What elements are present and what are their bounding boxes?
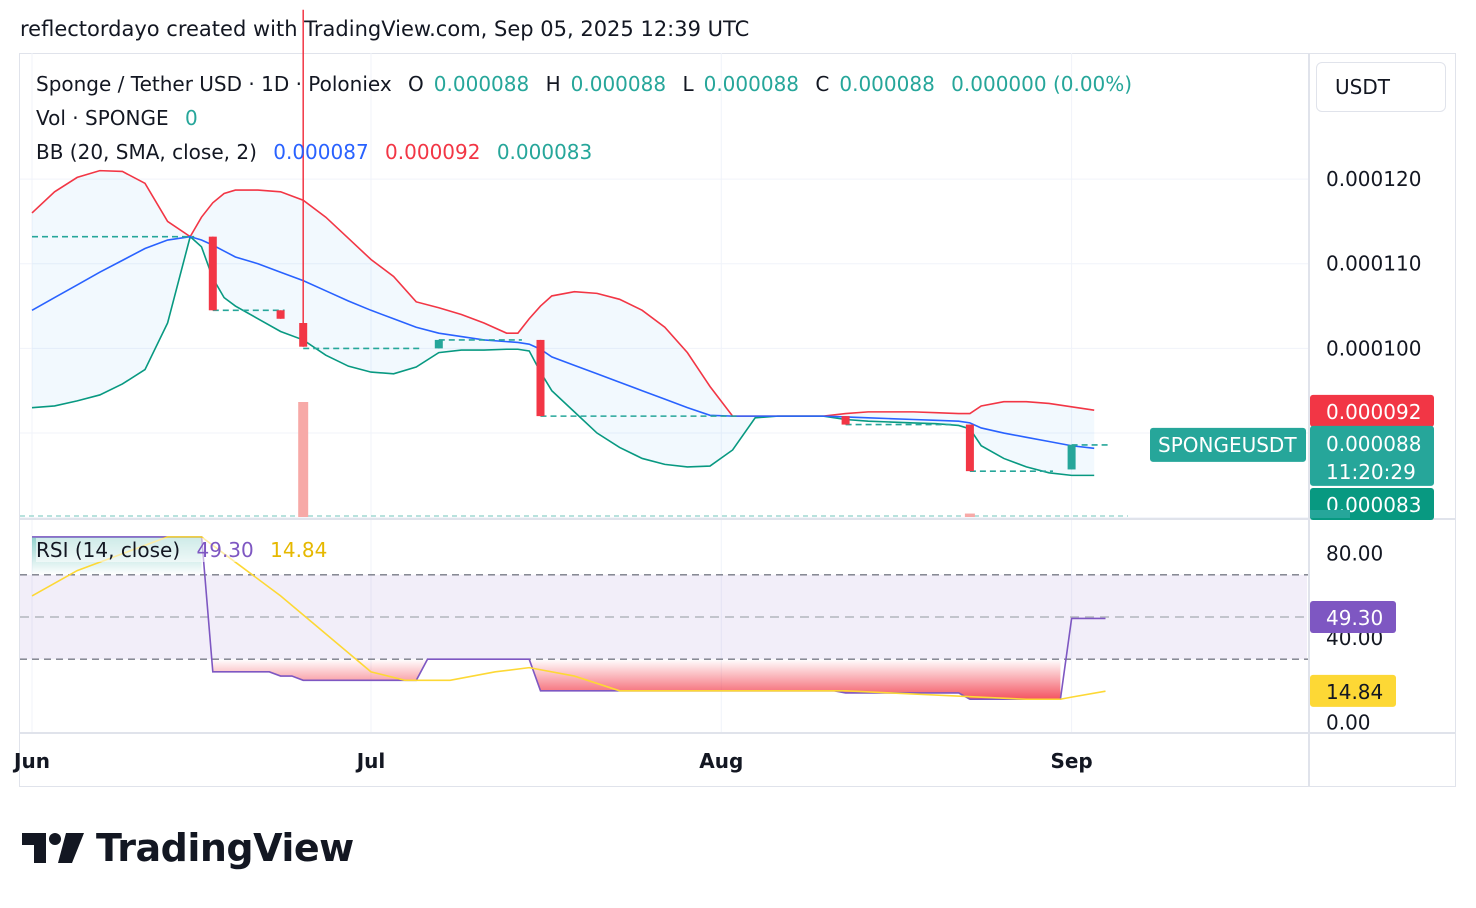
bollinger-label[interactable]: BB (20, SMA, close, 2)	[36, 140, 257, 164]
volume-bar-1	[964, 513, 975, 517]
tradingview-logo: TradingView	[22, 826, 354, 870]
symbol-title[interactable]: Sponge / Tether USD · 1D · Poloniex	[36, 72, 392, 96]
price-tick-label-2: 0.000100	[1326, 336, 1421, 360]
candle-body-2	[299, 323, 308, 347]
rsi-oversold-fill	[212, 659, 1061, 700]
candle-body-5	[841, 416, 850, 425]
bollinger-fill	[32, 170, 1095, 476]
candle-body-1	[276, 310, 285, 319]
volume-legend: Vol · SPONGE 0	[36, 106, 208, 130]
chart-frame	[19, 53, 1456, 787]
symbol-label: SPONGEUSDT	[1158, 433, 1297, 457]
countdown-label: 11:20:29	[1326, 460, 1416, 484]
axis-marker-tab	[1310, 510, 1350, 518]
open-value: 0.000088	[433, 72, 530, 96]
logo-text: TradingView	[96, 826, 354, 870]
bollinger-upper-line	[31, 169, 1095, 417]
currency-button[interactable]: USDT	[1316, 62, 1446, 112]
rsi-tick-label-2: 0.00	[1326, 710, 1371, 734]
price-label-bg-0	[1310, 394, 1434, 427]
price-label-0: 0.000092	[1326, 400, 1421, 424]
main-legend: Sponge / Tether USD · 1D · Poloniex O 0.0…	[36, 72, 1142, 96]
high-value: 0.000088	[570, 72, 667, 96]
tradingview-logo-icon	[22, 833, 84, 863]
price-tick-label-1: 0.000110	[1326, 252, 1421, 276]
change-value: 0.000000 (0.00%)	[951, 72, 1133, 96]
time-tick-label-3: Sep	[1050, 749, 1092, 773]
chart-header: reflectordayo created with TradingView.c…	[20, 17, 749, 41]
low-value: 0.000088	[703, 72, 800, 96]
candle-body-6	[965, 424, 974, 472]
last-price-label: 0.000088	[1326, 432, 1421, 456]
time-tick-label-2: Aug	[699, 749, 743, 773]
open-label: O	[408, 72, 424, 96]
rsi-legend: RSI (14, close) 49.30 14.84	[36, 538, 344, 562]
close-value: 0.000088	[839, 72, 935, 96]
rsi-value: 49.30	[196, 538, 254, 562]
candle-body-4	[536, 339, 545, 417]
symbol-label-bg	[1150, 427, 1306, 462]
high-label: H	[545, 72, 561, 96]
bollinger-legend: BB (20, SMA, close, 2) 0.000087 0.000092…	[36, 140, 602, 164]
rsi-label[interactable]: RSI (14, close)	[36, 538, 181, 562]
rsi-tick-label-0: 80.00	[1326, 542, 1383, 566]
last-price-label-bg	[1310, 425, 1434, 486]
rsi-value-label-bg-0	[1310, 601, 1396, 634]
time-tick-label-1: Jul	[355, 749, 386, 773]
candle-body-3	[434, 339, 443, 349]
bb-basis-value: 0.000087	[273, 140, 369, 164]
rsi-value-label-1: 14.84	[1326, 680, 1383, 704]
close-label: C	[815, 72, 830, 96]
candle-body-0	[208, 236, 217, 311]
rsi-band-fill	[20, 574, 1307, 660]
rsi-line	[32, 536, 1106, 701]
time-tick-label-0: Jun	[12, 749, 50, 773]
rsi-ma-value: 14.84	[270, 538, 328, 562]
bb-lower-value: 0.000083	[496, 140, 593, 164]
rsi-value-label-0: 49.30	[1326, 606, 1383, 630]
created-by-text: reflectordayo created with TradingView.c…	[20, 17, 750, 41]
price-tick-label-0: 0.000120	[1326, 167, 1421, 191]
candle-body-7	[1067, 444, 1076, 470]
low-label: L	[682, 72, 694, 96]
currency-label: USDT	[1335, 75, 1390, 99]
rsi-value-label-bg-1	[1310, 674, 1396, 707]
volume-value: 0	[184, 106, 198, 130]
volume-label[interactable]: Vol · SPONGE	[36, 106, 169, 130]
volume-bar-0	[298, 402, 309, 517]
bb-upper-value: 0.000092	[385, 140, 481, 164]
